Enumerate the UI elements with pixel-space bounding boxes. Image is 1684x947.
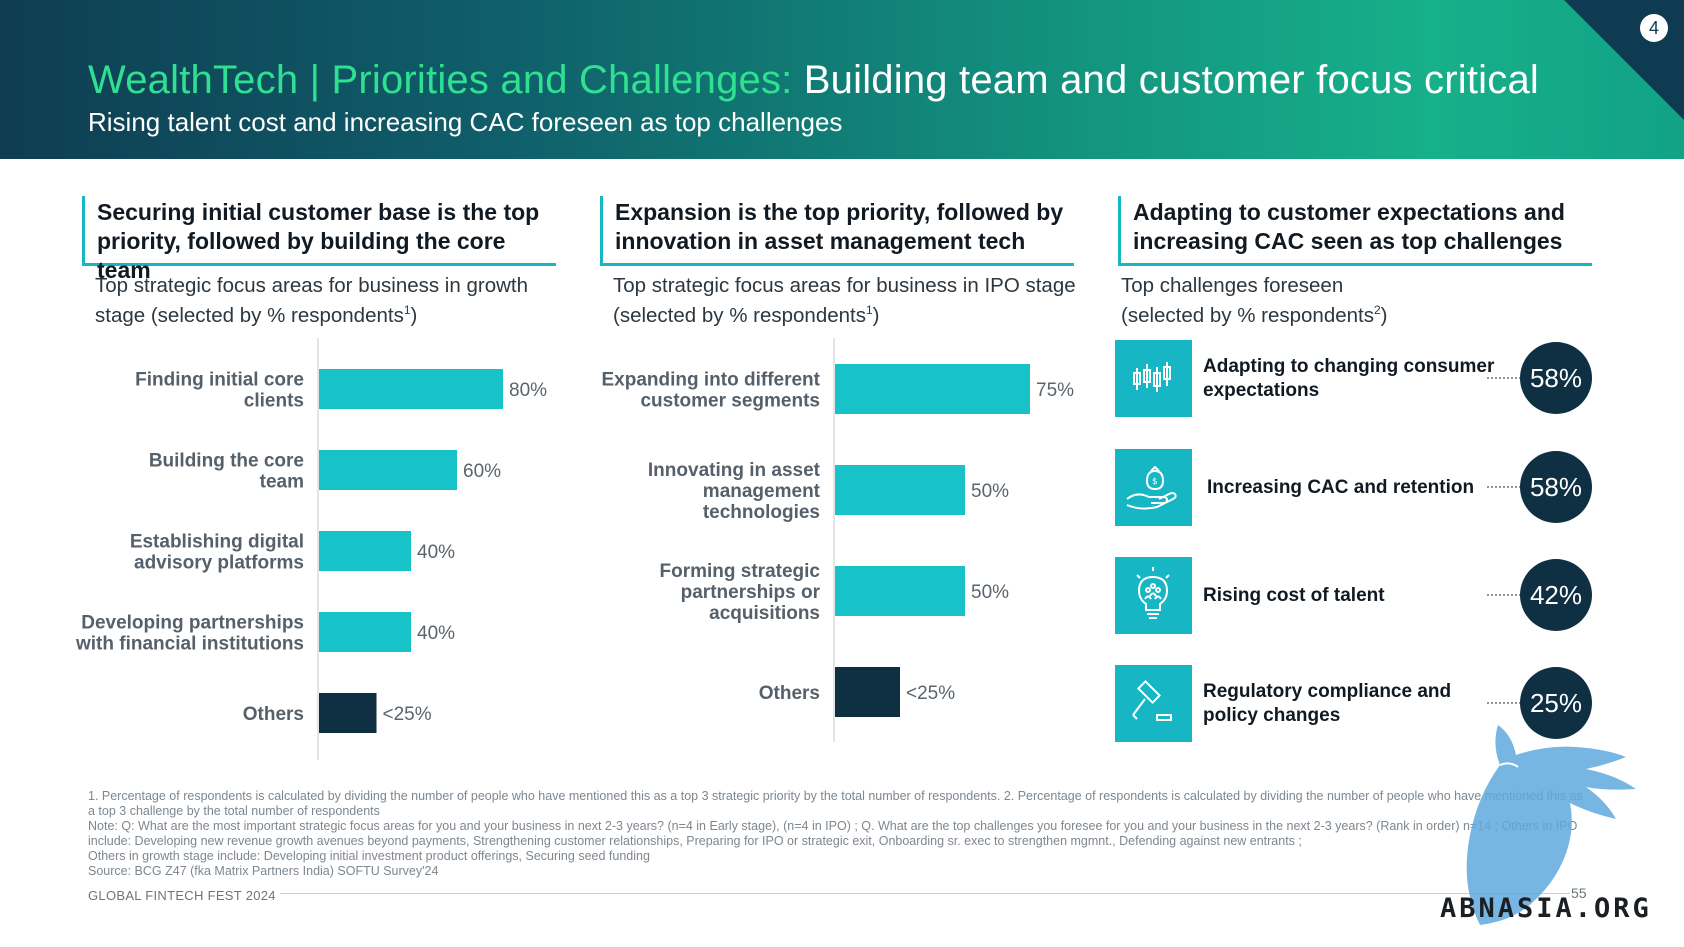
candlestick-chart-icon	[1115, 340, 1192, 417]
footer-divider	[280, 893, 1570, 894]
bar-value-label: 75%	[1036, 380, 1074, 401]
bar-value-label: 40%	[417, 623, 455, 644]
section-subtitle-challenges: Top challenges foreseen (selected by % r…	[1121, 273, 1421, 328]
footnote-note: Note: Q: What are the most important str…	[88, 819, 1578, 848]
bar-value-label: 50%	[971, 481, 1009, 502]
bar-value-label: <25%	[383, 704, 432, 725]
section-heading-text: Securing initial customer base is the to…	[97, 199, 540, 283]
subtitle-text: Top strategic focus areas for business i…	[613, 274, 1076, 327]
bar	[835, 566, 965, 616]
bar-value-label: 40%	[417, 542, 455, 563]
section-heading-text: Adapting to customer expectations and in…	[1133, 199, 1565, 254]
bar	[835, 667, 900, 717]
category-label: Establishing digital advisory platforms	[130, 532, 304, 574]
category-label: Forming strategic partnerships or acquisit…	[660, 561, 821, 624]
challenge-value-badge: 58%	[1520, 342, 1592, 414]
footnotes: 1. Percentage of respondents is calculat…	[88, 789, 1588, 879]
category-label: Others	[759, 683, 820, 704]
section-subtitle-growth: Top strategic focus areas for business i…	[95, 273, 555, 328]
watermark-text: ABNASIA.ORG	[1440, 893, 1652, 924]
dotted-connector	[1487, 486, 1521, 488]
subtitle-end: )	[410, 303, 418, 327]
bar-value-label: 80%	[509, 380, 547, 401]
section-number-badge: 4	[1640, 14, 1668, 42]
bar	[319, 450, 457, 490]
challenge-row: Adapting to changing consumer expectatio…	[1115, 340, 1595, 418]
title-main: Building team and customer focus critica…	[792, 58, 1539, 102]
challenge-value-badge: 25%	[1520, 667, 1592, 739]
dotted-connector	[1487, 377, 1521, 379]
category-label: Developing partnerships with financial in…	[75, 613, 304, 655]
lightbulb-people-icon	[1115, 557, 1192, 634]
subtitle-end: )	[1380, 303, 1388, 327]
dotted-connector	[1487, 594, 1521, 596]
dotted-connector	[1487, 702, 1521, 704]
footnote-source: Source: BCG Z47 (fka Matrix Partners Ind…	[88, 864, 439, 878]
footnote-others: Others in growth stage include: Developi…	[88, 849, 650, 863]
subtitle-text: Top strategic focus areas for business i…	[95, 274, 528, 327]
hand-money-bag-icon: $	[1115, 449, 1192, 526]
section-heading-ipo: Expansion is the top priority, followed …	[600, 196, 1074, 266]
challenge-row: Rising cost of talent 42%	[1115, 557, 1595, 635]
bar-value-label: 50%	[971, 582, 1009, 603]
bar	[835, 364, 1030, 414]
category-label: Others	[243, 704, 304, 725]
footnote-marker: 1	[403, 303, 411, 317]
svg-text:$: $	[1152, 477, 1158, 487]
header-banner: 4 WealthTech | Priorities and Challenges…	[0, 0, 1684, 159]
challenge-label: Rising cost of talent	[1203, 585, 1385, 606]
challenge-row: $ Increasing CAC and retention 58%	[1115, 449, 1595, 527]
section-subtitle-ipo: Top strategic focus areas for business i…	[613, 273, 1083, 328]
griffin-watermark-logo	[1440, 695, 1684, 935]
subtitle-text: Top challenges foreseen (selected by % r…	[1121, 274, 1374, 327]
category-label: Building the core team	[149, 451, 304, 493]
bar	[319, 612, 411, 652]
subtitle-end: )	[872, 303, 880, 327]
challenge-label: Adapting to changing consumer expectatio…	[1203, 356, 1495, 401]
challenge-value-badge: 58%	[1520, 451, 1592, 523]
bar	[835, 465, 965, 515]
section-heading-text: Expansion is the top priority, followed …	[615, 199, 1064, 254]
bar	[319, 531, 411, 571]
category-label: Finding initial core clients	[135, 370, 304, 412]
challenge-value-badge: 42%	[1520, 559, 1592, 631]
category-label: Innovating in asset management technologie…	[648, 460, 821, 523]
page-number: 55	[1571, 885, 1587, 901]
bar	[319, 693, 377, 733]
challenge-label: Increasing CAC and retention	[1207, 477, 1475, 498]
bar	[319, 369, 503, 409]
page-subtitle: Rising talent cost and increasing CAC fo…	[88, 107, 843, 137]
footnote-marker: 1	[865, 303, 873, 317]
footer-event-name: GLOBAL FINTECH FEST 2024	[88, 888, 276, 903]
bar-value-label: 60%	[463, 461, 501, 482]
bar-value-label: <25%	[906, 683, 955, 704]
footnote-definitions: 1. Percentage of respondents is calculat…	[88, 789, 1583, 818]
challenge-row: Regulatory compliance and policy changes…	[1115, 665, 1595, 743]
footnote-marker: 2	[1373, 303, 1381, 317]
page-title: WealthTech | Priorities and Challenges: …	[88, 58, 1539, 103]
section-heading-challenges: Adapting to customer expectations and in…	[1118, 196, 1592, 266]
gavel-icon	[1115, 665, 1192, 742]
category-label: Expanding into different customer segment…	[602, 370, 821, 412]
challenge-label: Regulatory compliance and policy changes	[1203, 681, 1452, 726]
section-heading-growth: Securing initial customer base is the to…	[82, 196, 556, 283]
title-accent: WealthTech | Priorities and Challenges:	[88, 58, 793, 102]
